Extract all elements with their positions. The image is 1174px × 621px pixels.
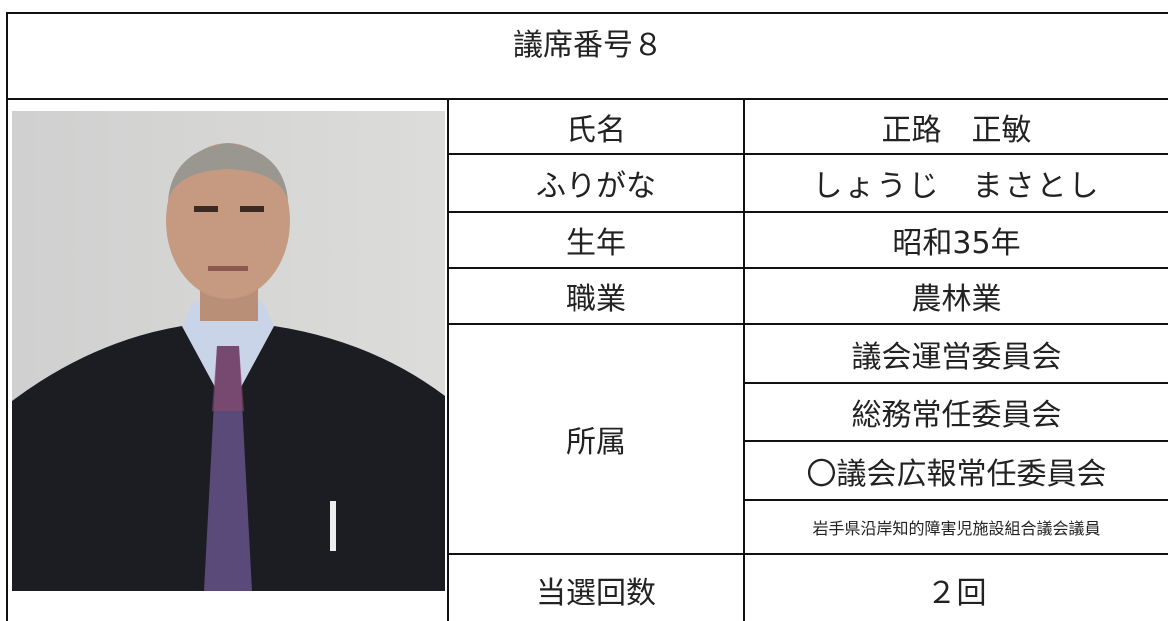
label-cell: 生年	[447, 211, 745, 269]
label-cell: ふりがな	[447, 153, 745, 213]
portrait-photo	[12, 111, 445, 591]
value-cell: しょうじ まさとし	[742, 153, 1168, 213]
value-cell: 昭和35年	[742, 211, 1168, 269]
photo-cell	[6, 98, 449, 621]
value-cell: 農林業	[742, 267, 1168, 325]
label-cell: 職業	[447, 267, 745, 325]
seat-title: 議席番号８	[6, 12, 1168, 100]
value-cell: 議会運営委員会	[742, 323, 1168, 384]
profile-page: 議席番号８ 氏名 正路 正敏	[6, 12, 1168, 621]
label-cell: 当選回数	[447, 553, 745, 621]
value-cell: 岩手県沿岸知的障害児施設組合議会議員	[742, 499, 1168, 555]
label-cell: 所属	[447, 323, 745, 555]
value-cell: 〇議会広報常任委員会	[742, 440, 1168, 501]
label-cell: 氏名	[447, 98, 745, 155]
value-cell: ２回	[742, 553, 1168, 621]
value-cell: 総務常任委員会	[742, 382, 1168, 442]
profile-table: 議席番号８ 氏名 正路 正敏	[6, 12, 1168, 621]
value-cell: 正路 正敏	[742, 98, 1168, 155]
